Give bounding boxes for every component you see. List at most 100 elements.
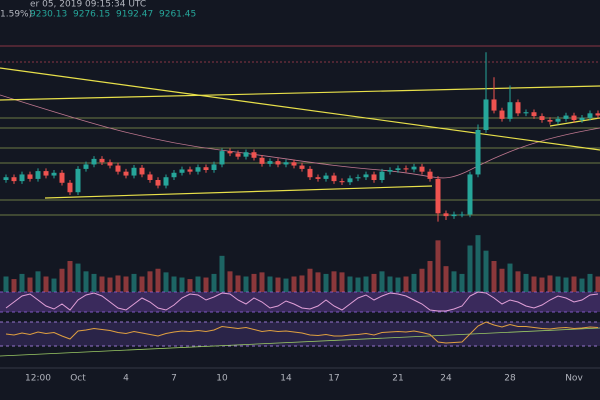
candle-body — [523, 112, 529, 114]
volume-bar — [195, 276, 201, 292]
candle-body — [571, 115, 577, 120]
candle-body — [99, 158, 105, 163]
candle-body — [91, 158, 97, 165]
candle-body — [387, 170, 393, 172]
candle-body — [35, 171, 41, 179]
candle-body — [371, 174, 377, 180]
candle-body — [83, 164, 89, 169]
volume-bar — [163, 272, 169, 292]
volume-bar — [331, 271, 337, 292]
volume-bar — [107, 277, 113, 292]
candle-body — [347, 178, 353, 183]
volume-bar — [395, 277, 401, 292]
volume-bar — [451, 271, 457, 292]
volume-bar — [19, 273, 25, 292]
candle-body — [115, 165, 121, 172]
change: 1.59%) — [0, 10, 32, 20]
candle-body — [467, 174, 473, 215]
x-tick-label: 21 — [392, 374, 403, 384]
candle-body — [491, 99, 497, 111]
volume-bar — [483, 250, 489, 292]
volume-bar — [443, 266, 449, 292]
volume-bar — [211, 273, 217, 292]
candle-body — [171, 172, 177, 178]
x-tick-label: Nov — [565, 374, 583, 384]
volume-bar — [507, 263, 513, 292]
volume-bar — [315, 272, 321, 292]
candle-body — [579, 117, 585, 120]
volume-bar — [339, 272, 345, 292]
volume-bar — [579, 278, 585, 292]
candle-body — [531, 112, 537, 117]
candle-body — [427, 171, 433, 179]
volume-bar — [435, 240, 441, 292]
volume-bar — [467, 245, 473, 292]
volume-bar — [139, 276, 145, 292]
volume-bar — [323, 273, 329, 292]
volume-bar — [387, 276, 393, 292]
volume-bar — [283, 278, 289, 292]
stoch-line — [5, 291, 599, 312]
candle-body — [275, 161, 281, 165]
volume-bar — [3, 276, 9, 292]
x-tick-label: 7 — [171, 374, 177, 384]
moving-average — [0, 94, 600, 179]
candle-body — [251, 152, 257, 158]
candle-body — [179, 169, 185, 173]
candle-body — [419, 166, 425, 172]
candle-body — [67, 182, 73, 193]
candle-body — [107, 162, 113, 166]
candle-body — [475, 130, 481, 175]
candle-body — [211, 164, 217, 170]
volume-bar — [371, 273, 377, 292]
volume-bar — [131, 273, 137, 292]
volume-bar — [83, 271, 89, 292]
x-tick-label: 28 — [504, 374, 516, 384]
candle-body — [203, 167, 209, 170]
volume-bar — [587, 273, 593, 292]
volume-bar — [11, 279, 17, 292]
volume-bar — [379, 271, 385, 292]
candle-body — [323, 175, 329, 179]
volume-bar — [147, 271, 153, 292]
candle-body — [499, 110, 505, 119]
candle-body — [131, 167, 137, 176]
volume-bar — [291, 276, 297, 292]
candle-body — [459, 214, 465, 216]
candle-body — [435, 178, 441, 214]
candle-body — [267, 161, 273, 164]
candle-body — [227, 151, 233, 154]
volume-bar — [115, 275, 121, 292]
candle-body — [59, 172, 65, 183]
volume-bar — [227, 271, 233, 292]
candle-body — [411, 166, 417, 170]
candle-body — [291, 162, 297, 166]
volume-bar — [347, 276, 353, 292]
volume-bar — [403, 276, 409, 292]
candle-body — [395, 168, 401, 170]
volume-bar — [179, 277, 185, 292]
candle-body — [379, 171, 385, 180]
candle-body — [563, 115, 569, 119]
candle-body — [11, 177, 17, 182]
volume-bar — [59, 268, 65, 292]
candle-body — [187, 169, 193, 172]
volume-bar — [187, 279, 193, 292]
candle-body — [299, 165, 305, 169]
high-readout: 9276.15 — [73, 10, 110, 20]
x-tick-label: 24 — [440, 374, 452, 384]
x-tick-label: 10 — [216, 374, 228, 384]
candle-body — [547, 120, 553, 122]
volume-bar — [475, 235, 481, 292]
volume-bar — [27, 277, 33, 292]
candle-body — [147, 174, 153, 180]
candle-body — [43, 171, 49, 176]
volume-bar — [35, 271, 41, 292]
candle-body — [339, 181, 345, 183]
x-tick-label: 12:00 — [25, 374, 51, 384]
stoch-band — [0, 292, 600, 312]
trend-line — [0, 67, 600, 151]
candle-body — [403, 168, 409, 170]
volume-bar — [491, 261, 497, 292]
